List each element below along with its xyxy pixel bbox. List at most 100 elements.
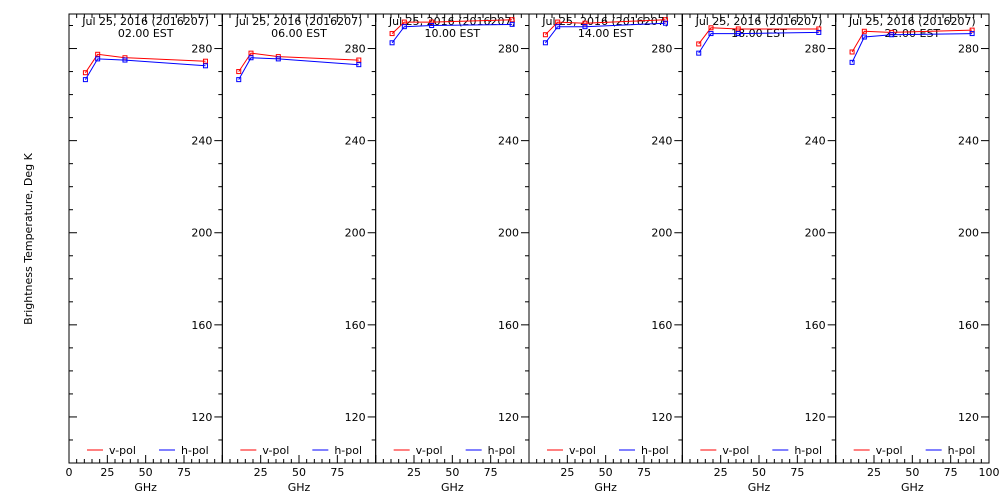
data-point-v-pol bbox=[401, 19, 407, 25]
data-point-v-pol bbox=[708, 25, 714, 31]
y-tick-label: 280 bbox=[958, 43, 979, 56]
y-tick-label: 200 bbox=[191, 227, 212, 240]
data-point-h-pol bbox=[735, 31, 741, 37]
y-tick-label: 240 bbox=[191, 135, 212, 148]
y-tick-label: 200 bbox=[651, 227, 672, 240]
data-point-v-pol bbox=[696, 41, 702, 47]
data-point-h-pol bbox=[849, 59, 855, 65]
y-tick-label: 160 bbox=[651, 319, 672, 332]
legend-label-v-pol: v-pol bbox=[876, 444, 903, 457]
x-axis-label: GHz bbox=[594, 481, 617, 494]
y-tick-label: 280 bbox=[498, 43, 519, 56]
panel-title: Jul 25, 2016 (2016207) bbox=[81, 15, 209, 28]
data-point-v-pol bbox=[969, 27, 975, 33]
x-tick-label: 75 bbox=[790, 466, 804, 479]
legend-label-h-pol: h-pol bbox=[948, 444, 976, 457]
data-point-h-pol bbox=[82, 77, 88, 83]
legend-label-v-pol: v-pol bbox=[262, 444, 289, 457]
series-line-h-pol bbox=[238, 57, 359, 80]
data-point-h-pol bbox=[401, 24, 407, 30]
data-point-v-pol bbox=[849, 49, 855, 55]
y-tick-label: 160 bbox=[345, 319, 366, 332]
y-tick-label: 280 bbox=[651, 43, 672, 56]
series-line-v-pol bbox=[698, 27, 819, 45]
data-point-v-pol bbox=[202, 58, 208, 64]
panel-1: Jul 25, 2016 (2016207)02.00 EST 120 160 200… bbox=[66, 13, 223, 494]
data-point-v-pol bbox=[356, 57, 362, 63]
x-tick-label: 75 bbox=[944, 466, 958, 479]
data-point-h-pol bbox=[542, 40, 548, 46]
data-point-v-pol bbox=[555, 19, 561, 25]
y-tick-label: 160 bbox=[498, 319, 519, 332]
data-point-h-pol bbox=[429, 23, 435, 29]
y-tick-label: 120 bbox=[345, 411, 366, 424]
data-point-h-pol bbox=[95, 56, 101, 62]
data-point-v-pol bbox=[95, 51, 101, 57]
series-line-v-pol bbox=[391, 19, 513, 34]
y-tick-label: 240 bbox=[651, 135, 672, 148]
panel-subtitle: 02.00 EST bbox=[118, 27, 174, 40]
panel-3: Jul 25, 2016 (2016207)10.00 EST120160200… bbox=[375, 13, 530, 494]
data-point-h-pol bbox=[696, 50, 702, 56]
y-tick-label: 120 bbox=[805, 411, 826, 424]
x-tick-label: 75 bbox=[330, 466, 344, 479]
data-point-v-pol bbox=[248, 50, 254, 56]
panel-subtitle: 10.00 EST bbox=[425, 27, 481, 40]
x-tick-label: 25 bbox=[407, 466, 421, 479]
x-tick-label: 50 bbox=[905, 466, 919, 479]
x-tick-label: 75 bbox=[637, 466, 651, 479]
data-point-h-pol bbox=[708, 31, 714, 37]
data-point-h-pol bbox=[248, 55, 254, 61]
legend-label-v-pol: v-pol bbox=[569, 444, 596, 457]
y-axis-label: Brightness Temperature, Deg K bbox=[22, 152, 35, 324]
data-point-h-pol bbox=[555, 24, 561, 30]
x-tick-label: 50 bbox=[139, 466, 153, 479]
x-tick-label: 75 bbox=[484, 466, 498, 479]
x-tick-label: 25 bbox=[867, 466, 881, 479]
panel-subtitle: 22.00 EST bbox=[885, 27, 941, 40]
series-line-h-pol bbox=[851, 33, 973, 63]
x-tick-label: 50 bbox=[445, 466, 459, 479]
legend-label-h-pol: h-pol bbox=[794, 444, 822, 457]
data-point-h-pol bbox=[816, 29, 822, 35]
y-tick-label: 280 bbox=[805, 43, 826, 56]
x-tick-label: 50 bbox=[752, 466, 766, 479]
data-point-h-pol bbox=[662, 20, 668, 26]
y-tick-label: 160 bbox=[805, 319, 826, 332]
data-point-h-pol bbox=[889, 32, 895, 38]
data-point-v-pol bbox=[236, 69, 242, 75]
y-tick-label: 280 bbox=[191, 43, 212, 56]
legend-label-v-pol: v-pol bbox=[722, 444, 749, 457]
legend-label-h-pol: h-pol bbox=[488, 444, 516, 457]
series-line-h-pol bbox=[391, 23, 513, 44]
y-tick-label: 240 bbox=[345, 135, 366, 148]
data-point-v-pol bbox=[429, 19, 435, 25]
x-tick-label: 100 bbox=[979, 466, 1000, 479]
x-tick-label: 75 bbox=[177, 466, 191, 479]
y-tick-label: 120 bbox=[191, 411, 212, 424]
y-tick-label: 120 bbox=[498, 411, 519, 424]
x-axis-label: GHz bbox=[901, 481, 924, 494]
x-axis-label: GHz bbox=[748, 481, 771, 494]
y-tick-label: 200 bbox=[345, 227, 366, 240]
data-point-v-pol bbox=[389, 31, 395, 37]
panels: Jul 25, 2016 (2016207)02.00 EST 120 160 200… bbox=[66, 13, 1000, 494]
y-tick-label: 200 bbox=[498, 227, 519, 240]
data-point-h-pol bbox=[509, 21, 515, 27]
data-point-h-pol bbox=[356, 62, 362, 68]
data-point-v-pol bbox=[582, 20, 588, 26]
series-line-v-pol bbox=[545, 19, 666, 36]
series-line-h-pol bbox=[84, 58, 206, 80]
series-line-v-pol bbox=[238, 52, 359, 72]
legend-label-h-pol: h-pol bbox=[334, 444, 362, 457]
data-point-h-pol bbox=[122, 57, 128, 63]
legend-label-v-pol: v-pol bbox=[416, 444, 443, 457]
y-tick-label: 200 bbox=[805, 227, 826, 240]
y-tick-label: 120 bbox=[958, 411, 979, 424]
x-tick-label: 25 bbox=[100, 466, 114, 479]
data-point-v-pol bbox=[509, 17, 515, 23]
y-tick-label: 160 bbox=[958, 319, 979, 332]
y-tick-label: 240 bbox=[958, 135, 979, 148]
x-axis-label: GHz bbox=[441, 481, 464, 494]
